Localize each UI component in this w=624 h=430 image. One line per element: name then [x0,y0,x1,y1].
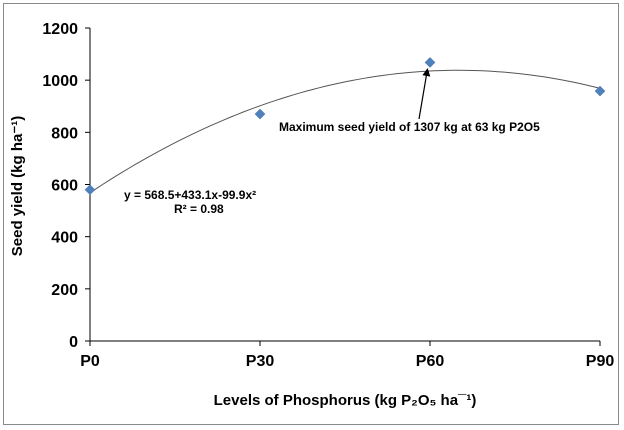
y-tick-label: 0 [69,334,78,351]
trendline-r-squared: R² = 0.98 [174,202,224,216]
trendline-curve [89,69,601,194]
y-axis-title: Seed yield (kg ha⁻¹) [9,116,26,256]
axes [89,28,600,342]
y-tick-label: 200 [51,282,78,299]
x-tick-label: P90 [586,353,615,370]
y-tick-label: 1000 [42,73,78,90]
x-tick-label: P30 [246,353,275,370]
x-ticks: P0 P30 P60 P90 [80,341,614,370]
x-tick-label: P60 [416,353,445,370]
y-tick-label: 600 [51,178,78,195]
data-point-p60 [424,57,436,68]
data-point-p90 [594,85,606,97]
data-points [84,57,606,196]
max-yield-annotation: Maximum seed yield of 1307 kg at 63 kg P… [279,120,540,134]
max-yield-arrow [418,68,431,120]
trendline-equation: y = 568.5+433.1x-99.9x² [124,188,256,202]
y-tick-label: 800 [51,125,78,142]
y-ticks: 0 200 400 600 800 1000 1200 [42,21,90,351]
x-axis-title: Levels of Phosphorus (kg P₂O₅ ha¯¹) [214,392,477,409]
y-tick-label: 1200 [42,21,78,38]
data-point-p0 [84,184,96,196]
y-tick-label: 400 [51,230,78,247]
data-point-p30 [254,108,266,120]
x-tick-label: P0 [80,353,100,370]
